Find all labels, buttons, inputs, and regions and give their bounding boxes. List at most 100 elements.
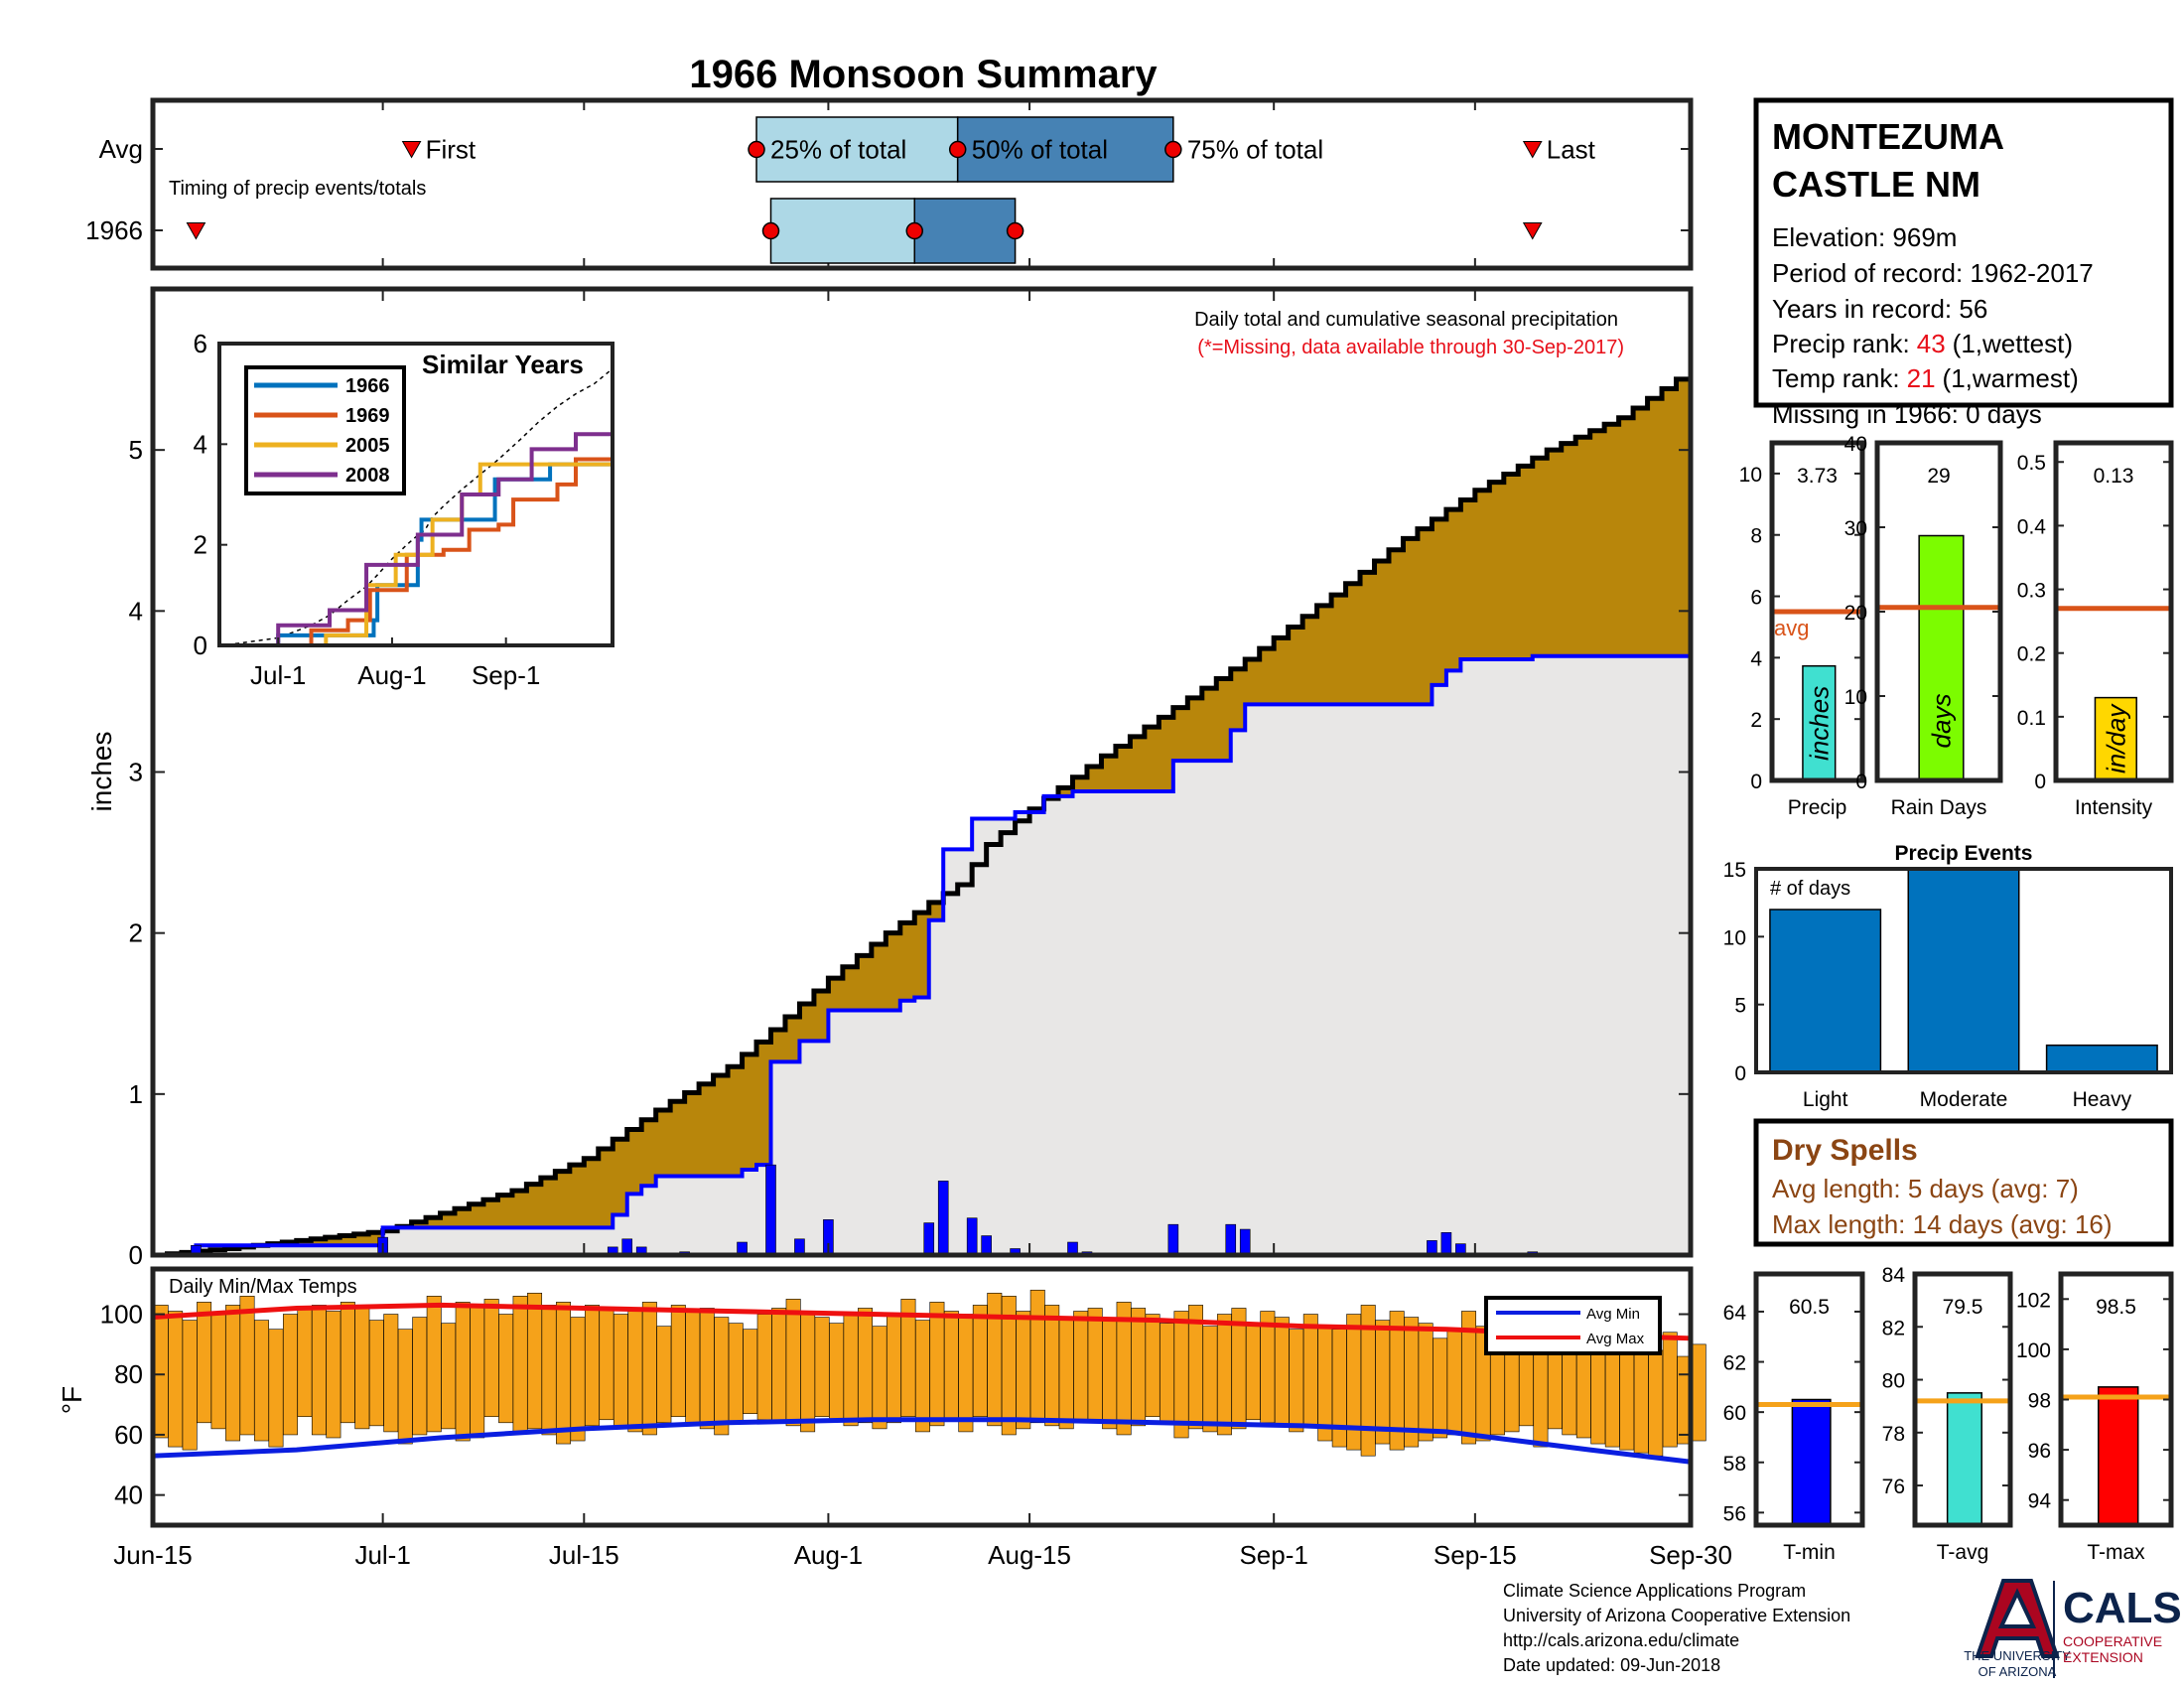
intensity-tick-label: 0.5 [2017,452,2046,475]
events-annotation: # of days [1770,878,1850,900]
temp-range-bar [584,1305,600,1427]
x-tick-label: Jul-15 [549,1540,619,1570]
inset-y-tick-label: 4 [194,429,207,459]
precip-events-chart: Light Moderate Heavy 0 5 10 15 Precip Events # o… [1723,842,2173,1111]
timing-box-50-75 [956,116,1174,183]
timing-box-25-50 [755,116,959,183]
logos: THE UNIVERSITY OF ARIZONA CALS COOPERATI… [1964,1579,2182,1679]
ua-logo-line2: OF ARIZONA [1979,1664,2057,1679]
t-min-tick-label: 56 [1723,1502,1746,1525]
daily-precip-bar [1440,1231,1452,1256]
t-min-frame [1753,1271,1865,1528]
timing-marker-triangle [186,222,206,240]
summary-stat-charts: 0 2 4 6 8 10 3.73 Precip inches avg 0 10 20 30 40 29 Rai… [1739,433,2174,819]
precip-total-value-label: 3.73 [1797,465,1838,488]
temp-range-bar [943,1311,959,1421]
events-category-label: Heavy [2073,1088,2132,1111]
dry-spells-max-length: Max length: 14 days (avg: 16) [1772,1209,2113,1239]
rain-days-tick-label: 40 [1844,433,1867,456]
t-avg-tick-label: 82 [1882,1317,1905,1339]
timing-box-25-50 [769,198,916,264]
events-tick-label: 5 [1734,995,1746,1018]
daily-precip-bar [923,1222,935,1256]
dry-spells-box: Dry Spells Avg length: 5 days (avg: 7) M… [1753,1118,2174,1247]
timing-marker-dot [1164,140,1182,159]
t-max-tick-label: 96 [2028,1440,2051,1463]
rain-days-axis-label: Rain Days [1891,796,1987,819]
daily-precip-bar [937,1181,949,1256]
timing-caption: Timing of precip events/totals [169,178,426,200]
precip-total-tick-label: 4 [1750,647,1762,670]
temp-range-bar [1302,1314,1318,1427]
events-frame [1754,867,2173,1074]
intensity-tick-label: 0.1 [2017,707,2046,730]
temp-range-bar [498,1314,514,1424]
events-bar [2045,1044,2158,1073]
t-max-axis-label: T-max [2087,1541,2145,1564]
temps-y-tick-label: 40 [114,1480,143,1510]
events-tick-label: 0 [1734,1062,1746,1085]
temp-rank-value: 21 [1907,363,1936,393]
events-category-label: Moderate [1920,1088,2008,1111]
temps-legend-box [1484,1296,1662,1355]
temp-range-bar [1446,1329,1462,1436]
temp-range-bar [1058,1317,1074,1430]
temps-y-tick-label: 80 [114,1359,143,1389]
credit-line-3[interactable]: http://cals.arizona.edu/climate [1503,1630,1740,1650]
rain-days-tick-label: 0 [1855,771,1867,793]
temp-range-bar [641,1302,657,1436]
intensity-tick-label: 0.3 [2017,580,2046,603]
temp-range-bar [1404,1317,1420,1448]
station-years: Years in record: 56 [1772,294,1987,324]
events-title: Precip Events [1895,842,2033,865]
temps-chart-title: Daily Min/Max Temps [169,1276,357,1298]
rain-days-tick-label: 10 [1844,686,1867,709]
x-tick-label: Jul-1 [354,1540,410,1570]
temp-range-bar [858,1308,873,1424]
y-tick-label: 3 [129,758,143,787]
t-min-tick-label: 64 [1723,1302,1747,1325]
dry-spells-title: Dry Spells [1772,1134,1918,1167]
y-axis-label: inches [86,732,117,812]
temp-range-bar [556,1302,571,1445]
precip-rank-label: Precip rank: [1772,329,1910,358]
inset-x-tick-label: Sep-1 [472,660,540,690]
temps-y-axis-label: °F [57,1386,87,1414]
temp-range-bar [383,1314,399,1433]
precip-total-tick-label: 10 [1739,464,1762,487]
temp-range-bar [829,1323,845,1421]
temp-range-bar [743,1329,758,1414]
temp-range-bar [455,1302,471,1442]
temp-range-bar [1160,1323,1175,1424]
station-info-box: MONTEZUMA CASTLE NM Elevation: 969m Peri… [1753,97,2174,429]
dry-spells-avg-length: Avg length: 5 days (avg: 7) [1772,1174,2079,1203]
timing-marker-triangle [401,141,422,159]
temp-range-bar [1216,1314,1232,1436]
temp-range-bar [814,1317,830,1418]
temp-range-bar [872,1326,887,1430]
inset-x-tick-label: Jul-1 [250,660,306,690]
missing-days: Missing in 1966: 0 days [1772,399,2042,429]
inset-y-tick-label: 2 [194,530,207,560]
temp-range-bar [1433,1337,1448,1439]
avg-cumulative-line [153,369,1694,1258]
t-avg-bar [1946,1392,1982,1526]
temp-range-bar [239,1296,255,1436]
t-min-value-label: 60.5 [1789,1296,1830,1319]
temp-range-bar [1274,1317,1290,1427]
temp-range-bar [771,1308,787,1424]
t-max-tick-label: 98 [2028,1390,2051,1413]
temp-range-bar [914,1320,930,1433]
temps-frame [150,1266,1694,1528]
t-min-tick-label: 58 [1723,1453,1746,1476]
station-box-frame [1753,97,2174,408]
temp-range-bar [728,1323,744,1424]
temp-range-bar [397,1329,413,1445]
cumulative-1966-line [153,653,1693,1257]
temp-range-bar [412,1317,428,1436]
temp-range-bar [426,1296,442,1433]
temp-range-bar [210,1314,226,1430]
events-tick-label: 10 [1723,926,1746,949]
university-of-arizona-logo: THE UNIVERSITY OF ARIZONA [1964,1579,2071,1679]
y-tick-label: 5 [129,435,143,465]
